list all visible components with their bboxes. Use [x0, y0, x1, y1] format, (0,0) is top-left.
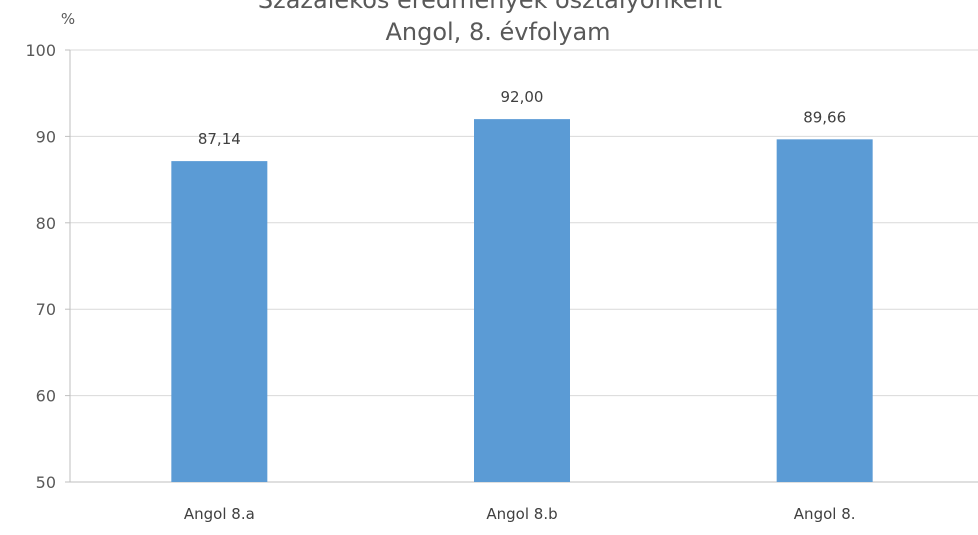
x-tick-label: Angol 8.: [794, 505, 856, 523]
x-tick-label: Angol 8.a: [184, 505, 255, 523]
data-labels: 87,14 92,00 89,66: [198, 88, 846, 148]
y-tick-label: 80: [36, 214, 56, 233]
y-tick-label: 90: [36, 127, 56, 146]
data-label: 89,66: [803, 108, 846, 126]
chart-title: Angol, 8. évfolyam: [385, 18, 610, 46]
data-label: 87,14: [198, 130, 241, 148]
bar: [474, 119, 570, 483]
y-tick-label: 60: [36, 387, 56, 406]
data-label: 92,00: [501, 88, 544, 106]
tick-labels: 50 60 70 80 90 100 Angol 8.a Angol 8.b Angol 8.: [25, 41, 855, 523]
bars: [171, 119, 873, 483]
bar: [171, 161, 268, 482]
x-tick-label: Angol 8.b: [486, 505, 557, 523]
y-axis-unit-label: %: [61, 10, 75, 28]
y-tick-label: 100: [25, 41, 56, 60]
bar: [776, 139, 873, 483]
y-tick-label: 70: [36, 300, 56, 319]
chart-title-top: Százalékos eredmények osztályonként: [258, 0, 722, 14]
y-tick-label: 50: [36, 473, 56, 492]
